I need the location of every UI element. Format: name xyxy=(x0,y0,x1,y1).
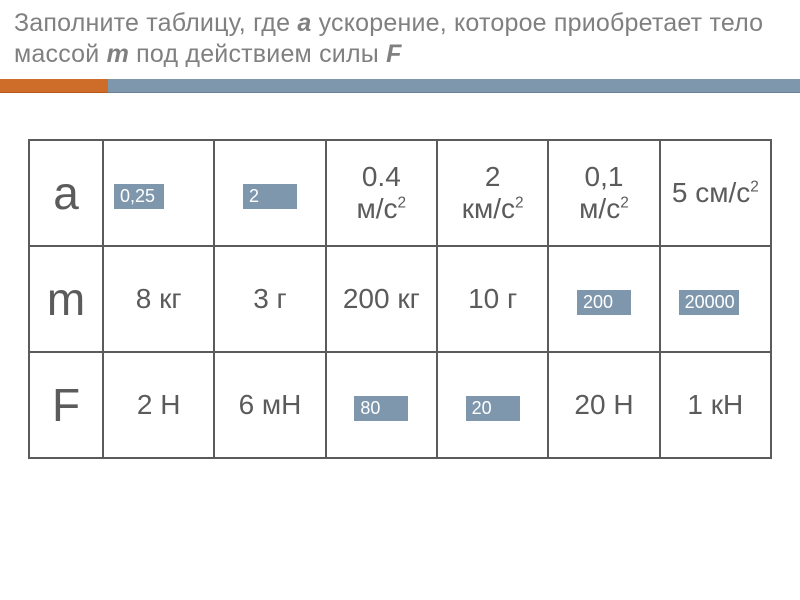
table-cell: 20 Н xyxy=(548,352,659,458)
table-cell: 0.4м/с2 xyxy=(326,140,437,246)
table-cell: 2 xyxy=(214,140,325,246)
title-block: Заполните таблицу, где а ускорение, кото… xyxy=(0,0,800,79)
divider xyxy=(0,79,800,93)
table-cell: 0,25 xyxy=(103,140,214,246)
table-cell: 5 см/с2 xyxy=(660,140,771,246)
title-var-m: m xyxy=(107,40,129,68)
row-header: F xyxy=(29,352,103,458)
page-title: Заполните таблицу, где а ускорение, кото… xyxy=(14,8,786,69)
table-row: a 0,25 2 0.4м/с22км/с20,1м/с25 см/с2 xyxy=(29,140,771,246)
title-var-a: а xyxy=(297,9,311,37)
answer-badge: 20000 xyxy=(679,290,739,316)
table-cell: 8 кг xyxy=(103,246,214,352)
row-header: m xyxy=(29,246,103,352)
table-cell: 10 г xyxy=(437,246,548,352)
slide: Заполните таблицу, где а ускорение, кото… xyxy=(0,0,800,600)
table-cell: 6 мН xyxy=(214,352,325,458)
row-header: a xyxy=(29,140,103,246)
title-mid2: под действием силы xyxy=(129,40,386,68)
table-row: m8 кг3 г200 кг10 г 200 20000 xyxy=(29,246,771,352)
table-cell: 2км/с2 xyxy=(437,140,548,246)
answer-badge: 200 xyxy=(577,290,631,316)
title-prefix: Заполните таблицу, где xyxy=(14,9,297,37)
physics-table: a0,2520.4м/с22км/с20,1м/с25 см/с2m8 кг3 … xyxy=(28,139,772,459)
table-cell: 1 кН xyxy=(660,352,771,458)
table-cell: 3 г xyxy=(214,246,325,352)
answer-badge: 2 xyxy=(243,184,297,210)
divider-orange xyxy=(0,79,108,93)
answer-badge: 0,25 xyxy=(114,184,164,210)
table-cell: 200 кг xyxy=(326,246,437,352)
table-cell: 20 xyxy=(437,352,548,458)
table-cell: 0,1м/с2 xyxy=(548,140,659,246)
answer-badge: 20 xyxy=(466,396,520,422)
answer-badge: 80 xyxy=(354,396,408,422)
table-cell: 80 xyxy=(326,352,437,458)
table-cell: 2 Н xyxy=(103,352,214,458)
table-cell: 20000 xyxy=(660,246,771,352)
table-wrap: a0,2520.4м/с22км/с20,1м/с25 см/с2m8 кг3 … xyxy=(0,93,800,459)
table-row: F2 Н6 мН 80 20 20 Н1 кН xyxy=(29,352,771,458)
table-cell: 200 xyxy=(548,246,659,352)
divider-blue xyxy=(108,79,800,93)
table-body: a0,2520.4м/с22км/с20,1м/с25 см/с2m8 кг3 … xyxy=(29,140,771,458)
title-var-f: F xyxy=(386,40,401,68)
